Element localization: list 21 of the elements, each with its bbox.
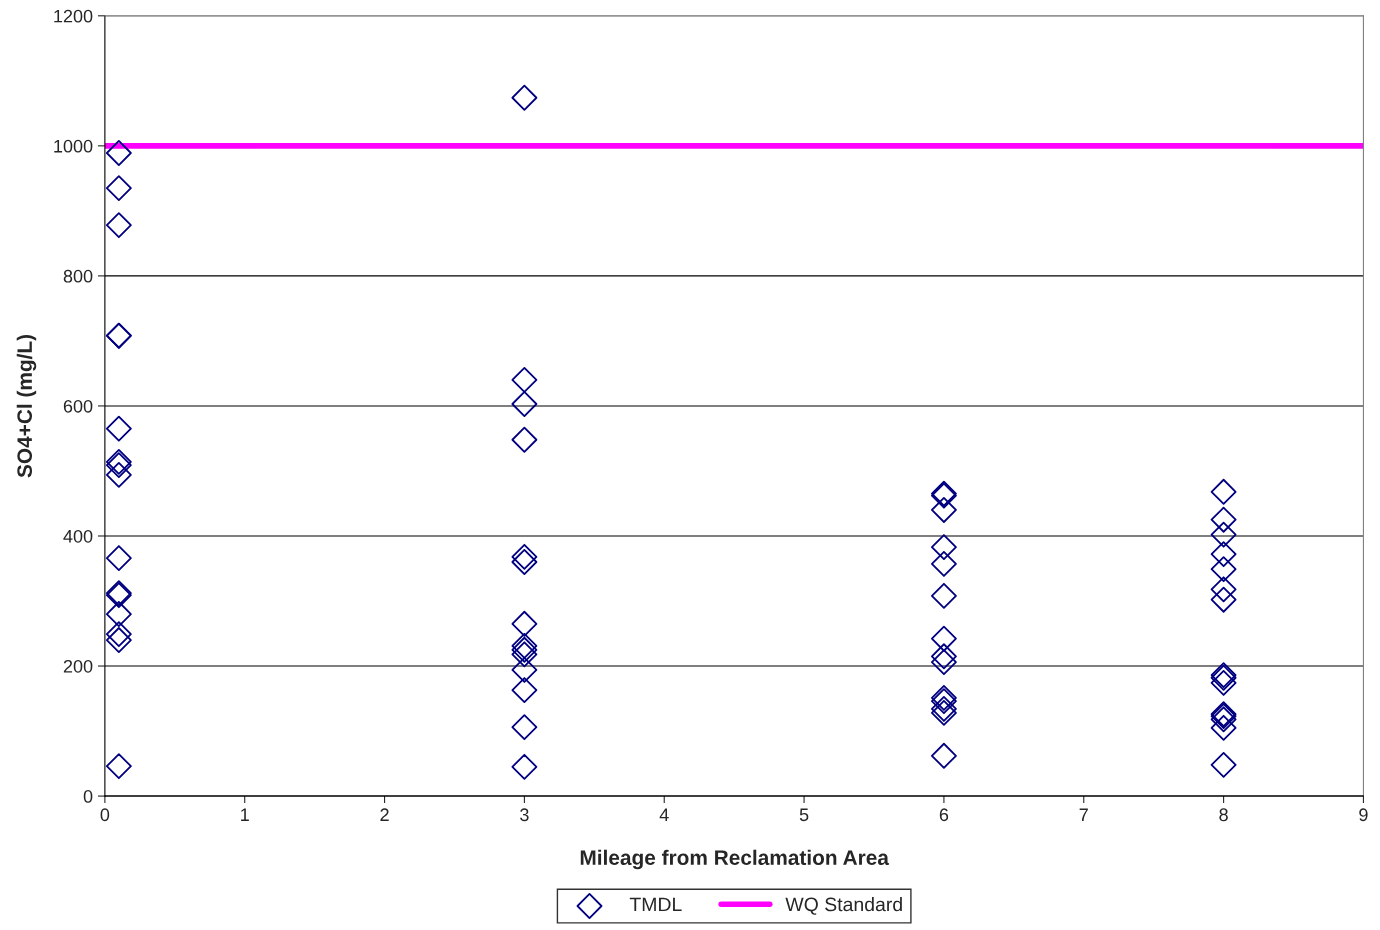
y-tick-label: 800 [63,269,93,283]
x-tick-label: 2 [380,808,389,821]
y-axis-title: SO4+Cl (mg/L) [16,334,37,478]
y-tick-label: 400 [63,529,93,543]
y-tick-label: 0 [83,790,93,803]
x-axis-title: Mileage from Reclamation Area [580,849,890,870]
y-tick-label: 200 [63,659,93,673]
x-tick-label: 8 [1219,808,1228,822]
x-tick-label: 3 [520,808,529,822]
y-tick-label: 600 [63,399,93,413]
x-tick-label: 5 [799,808,809,822]
legend-label: TMDL [629,897,682,912]
y-tick-label: 1200 [54,9,93,23]
legend-label: WQ Standard [785,897,902,915]
x-tick-label: 4 [659,808,669,821]
x-tick-label: 0 [100,808,110,822]
x-tick-label: 1 [241,808,249,821]
y-tick-label: 1000 [54,139,93,153]
x-tick-label: 7 [1079,808,1088,821]
x-tick-label: 9 [1359,808,1368,822]
x-tick-label: 6 [939,808,949,822]
